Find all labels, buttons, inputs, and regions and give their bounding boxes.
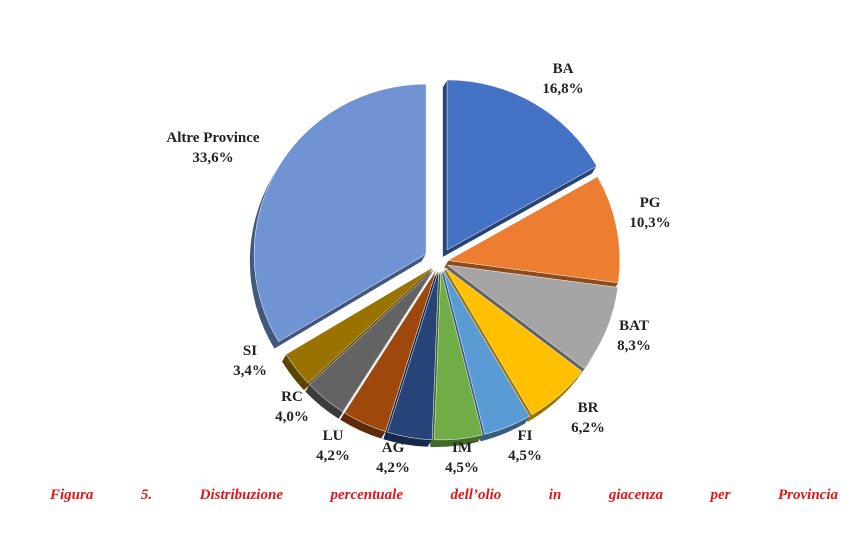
slice-lu [344, 269, 437, 432]
slice-name: SI [243, 343, 257, 359]
data-label-altre-province: Altre Province 33,6% [166, 130, 260, 166]
slice-percent: 4,5% [508, 448, 542, 464]
slice-fi [442, 269, 530, 435]
slice-percent: 16,8% [542, 81, 583, 97]
slice-br [445, 267, 583, 416]
data-label-fi: FI 4,5% [508, 428, 542, 464]
data-label-ag: AG 4,2% [376, 440, 410, 476]
slice-name: LU [323, 428, 344, 444]
slice-name: BAT [619, 318, 649, 334]
figure-caption: Figura 5. Distribuzione percentuale dell… [50, 487, 838, 503]
data-label-br: BR 6,2% [571, 400, 605, 436]
slice-percent: 6,2% [571, 420, 605, 436]
data-label-ba: BA 16,8% [542, 61, 583, 97]
slice-pg [447, 176, 621, 284]
slice-ba [446, 79, 598, 251]
slice-percent: 10,3% [629, 215, 670, 231]
data-label-si: SI 3,4% [233, 343, 267, 379]
slice-name: BA [553, 61, 574, 77]
slice-name: IM [452, 440, 472, 456]
slice-name: FI [518, 428, 533, 444]
data-label-pg: PG 10,3% [629, 195, 670, 231]
data-label-rc: RC 4,0% [275, 389, 309, 425]
data-label-lu: LU 4,2% [316, 428, 350, 464]
slice-rc [309, 267, 436, 413]
slice-percent: 4,0% [275, 409, 309, 425]
slice-name: PG [640, 195, 661, 211]
slice-percent: 4,2% [376, 460, 410, 476]
slice-percent: 3,4% [233, 363, 267, 379]
slice-altre-province [253, 83, 427, 342]
slice-percent: 8,3% [617, 338, 651, 354]
data-label-im: IM 4,5% [445, 440, 479, 476]
slice-ag [387, 269, 439, 441]
pie-chart: BA 16,8% PG 10,3% BAT 8,3% BR 6,2% FI 4,5% IM 4,5% A… [166, 61, 670, 476]
data-label-bat: BAT 8,3% [617, 318, 651, 354]
slice-name: BR [578, 400, 599, 416]
slice-bat [446, 264, 619, 369]
slice-name: RC [281, 389, 303, 405]
slice-im [434, 269, 483, 441]
slice-percent: 33,6% [192, 150, 233, 166]
slice-name: Altre Province [166, 130, 260, 146]
slice-percent: 4,2% [316, 448, 350, 464]
slice-name: AG [382, 440, 405, 456]
slice-percent: 4,5% [445, 460, 479, 476]
slice-si [285, 266, 434, 384]
